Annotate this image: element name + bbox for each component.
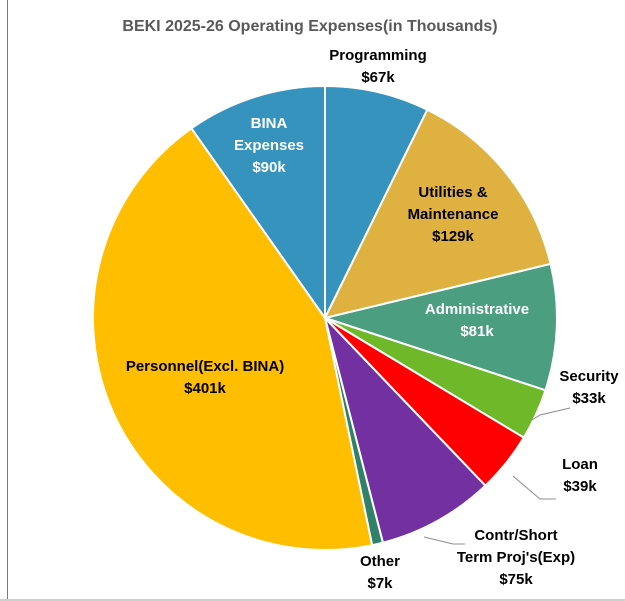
leader-line-loan <box>512 475 556 500</box>
slice-label-personnel-excl-bina: Personnel(Excl. BINA) $401k <box>126 358 284 397</box>
slice-label-bina: BINA Expenses $90k <box>234 115 304 176</box>
pie-slice-bina <box>190 85 326 319</box>
frame-left-border <box>7 0 8 601</box>
pie-slice-personnel-excl-bina <box>92 127 374 551</box>
slice-label-programming: Programming $67k <box>329 47 427 86</box>
frame-bottom-border <box>0 599 625 601</box>
leader-line-contr-short <box>423 536 465 545</box>
pie-slice-utilities <box>324 108 552 319</box>
pie-slice-contr-short <box>324 317 487 544</box>
slice-label-administrative: Administrative $81k <box>425 301 529 340</box>
slice-label-loan: Loan $39k <box>562 456 598 495</box>
pie-slice-programming <box>324 85 429 319</box>
pie-slice-administrative <box>324 262 558 392</box>
slice-label-utilities: Utilities & Maintenance $129k <box>408 184 499 245</box>
leader-line-security <box>531 407 571 421</box>
slice-label-security: Security $33k <box>559 368 619 407</box>
slice-label-other: Other $7k <box>360 553 400 592</box>
chart-title: BEKI 2025-26 Operating Expenses(in Thous… <box>122 18 497 35</box>
slice-label-contr-short: Contr/Short Term Proj's(Exp) $75k <box>457 527 575 588</box>
